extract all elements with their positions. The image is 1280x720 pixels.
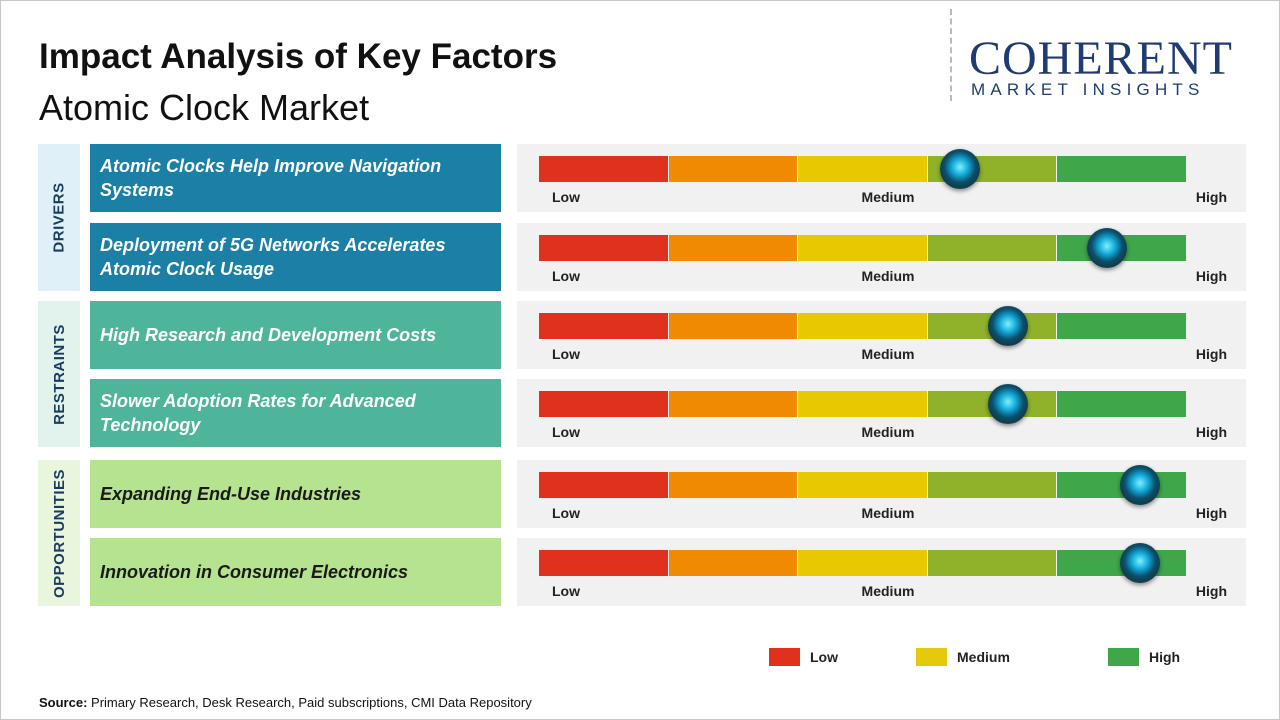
scale-label: Medium xyxy=(861,583,915,599)
scale-label: Medium xyxy=(861,189,915,205)
impact-knob xyxy=(1120,465,1161,505)
gauge-segment xyxy=(927,472,1057,498)
legend-label: High xyxy=(1149,649,1181,665)
factor-label: Atomic Clocks Help Improve Navigation Sy… xyxy=(90,144,501,212)
source-label: Source: xyxy=(39,695,88,710)
gauge-segment xyxy=(927,235,1057,261)
factor-label: Slower Adoption Rates for Advanced Techn… xyxy=(90,379,501,447)
gauge-segment xyxy=(798,391,927,417)
group-label: OPPORTUNITIES xyxy=(50,468,68,598)
group-label-box: DRIVERS xyxy=(38,144,80,291)
source: Source: Primary Research, Desk Research,… xyxy=(39,695,532,710)
gauge-segment xyxy=(927,550,1057,576)
gauge-segment xyxy=(668,391,798,417)
gauge-segment xyxy=(539,550,668,576)
group-label: DRIVERS xyxy=(50,182,68,253)
scale-label: Low xyxy=(552,583,580,599)
gauge-segment xyxy=(798,156,927,182)
gauge-segment xyxy=(668,472,798,498)
scale-label: High xyxy=(1195,424,1227,440)
gauge-segment xyxy=(798,472,927,498)
scale-label: Low xyxy=(552,505,580,521)
gauge-segment xyxy=(1057,156,1186,182)
subtitle: Atomic Clock Market xyxy=(39,87,370,128)
gauge-segment xyxy=(539,156,668,182)
legend-swatch xyxy=(916,648,947,666)
gauge-segment xyxy=(668,156,798,182)
scale-label: Low xyxy=(552,346,580,362)
impact-knob xyxy=(988,384,1029,424)
legend-label: Medium xyxy=(957,649,1010,665)
scale-label: High xyxy=(1195,583,1227,599)
scale-label: High xyxy=(1195,268,1227,284)
gauge-segment xyxy=(1057,391,1186,417)
factor-label: Expanding End-Use Industries xyxy=(90,460,501,528)
impact-knob xyxy=(1120,543,1161,583)
scale-label: High xyxy=(1195,505,1227,521)
impact-knob xyxy=(988,306,1029,346)
gauge-segment xyxy=(798,550,927,576)
group-label-box: RESTRAINTS xyxy=(38,301,80,447)
gauge-segment xyxy=(798,313,927,339)
legend-swatch xyxy=(1108,648,1139,666)
gauge-segment xyxy=(668,313,798,339)
scale-label: Medium xyxy=(861,268,915,284)
title: Impact Analysis of Key Factors xyxy=(39,37,558,76)
gauge-segment xyxy=(1057,313,1186,339)
impact-knob xyxy=(940,149,981,189)
logo-name: COHERENT xyxy=(969,32,1233,85)
factor-label: Innovation in Consumer Electronics xyxy=(90,538,501,606)
scale-label: Medium xyxy=(861,346,915,362)
legend-label: Low xyxy=(810,649,838,665)
factor-label: High Research and Development Costs xyxy=(90,301,501,369)
source-text: Primary Research, Desk Research, Paid su… xyxy=(91,695,532,710)
gauge-segment xyxy=(539,235,668,261)
gauge-segment xyxy=(668,235,798,261)
logo-tagline: MARKET INSIGHTS xyxy=(971,80,1205,99)
gauge-segment xyxy=(668,550,798,576)
gauge-segment xyxy=(539,391,668,417)
scale-label: Medium xyxy=(861,505,915,521)
group-label-box: OPPORTUNITIES xyxy=(38,460,80,606)
divider xyxy=(950,9,952,101)
scale-label: Medium xyxy=(861,424,915,440)
legend-swatch xyxy=(769,648,800,666)
gauge-segment xyxy=(539,472,668,498)
scale-label: High xyxy=(1195,189,1227,205)
impact-knob xyxy=(1086,228,1127,268)
scale-label: Low xyxy=(552,268,580,284)
factor-label: Deployment of 5G Networks Accelerates At… xyxy=(90,223,501,291)
group-label: RESTRAINTS xyxy=(50,323,68,425)
scale-label: High xyxy=(1195,346,1227,362)
scale-label: Low xyxy=(552,189,580,205)
scale-label: Low xyxy=(552,424,580,440)
gauge-segment xyxy=(798,235,927,261)
gauge-segment xyxy=(539,313,668,339)
